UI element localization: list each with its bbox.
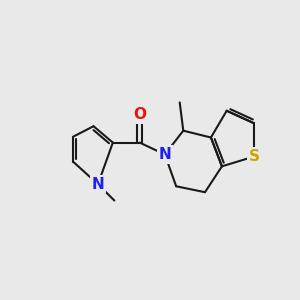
Text: S: S [248, 149, 260, 164]
Text: N: N [158, 147, 171, 162]
Text: O: O [133, 107, 146, 122]
Text: N: N [92, 177, 104, 192]
